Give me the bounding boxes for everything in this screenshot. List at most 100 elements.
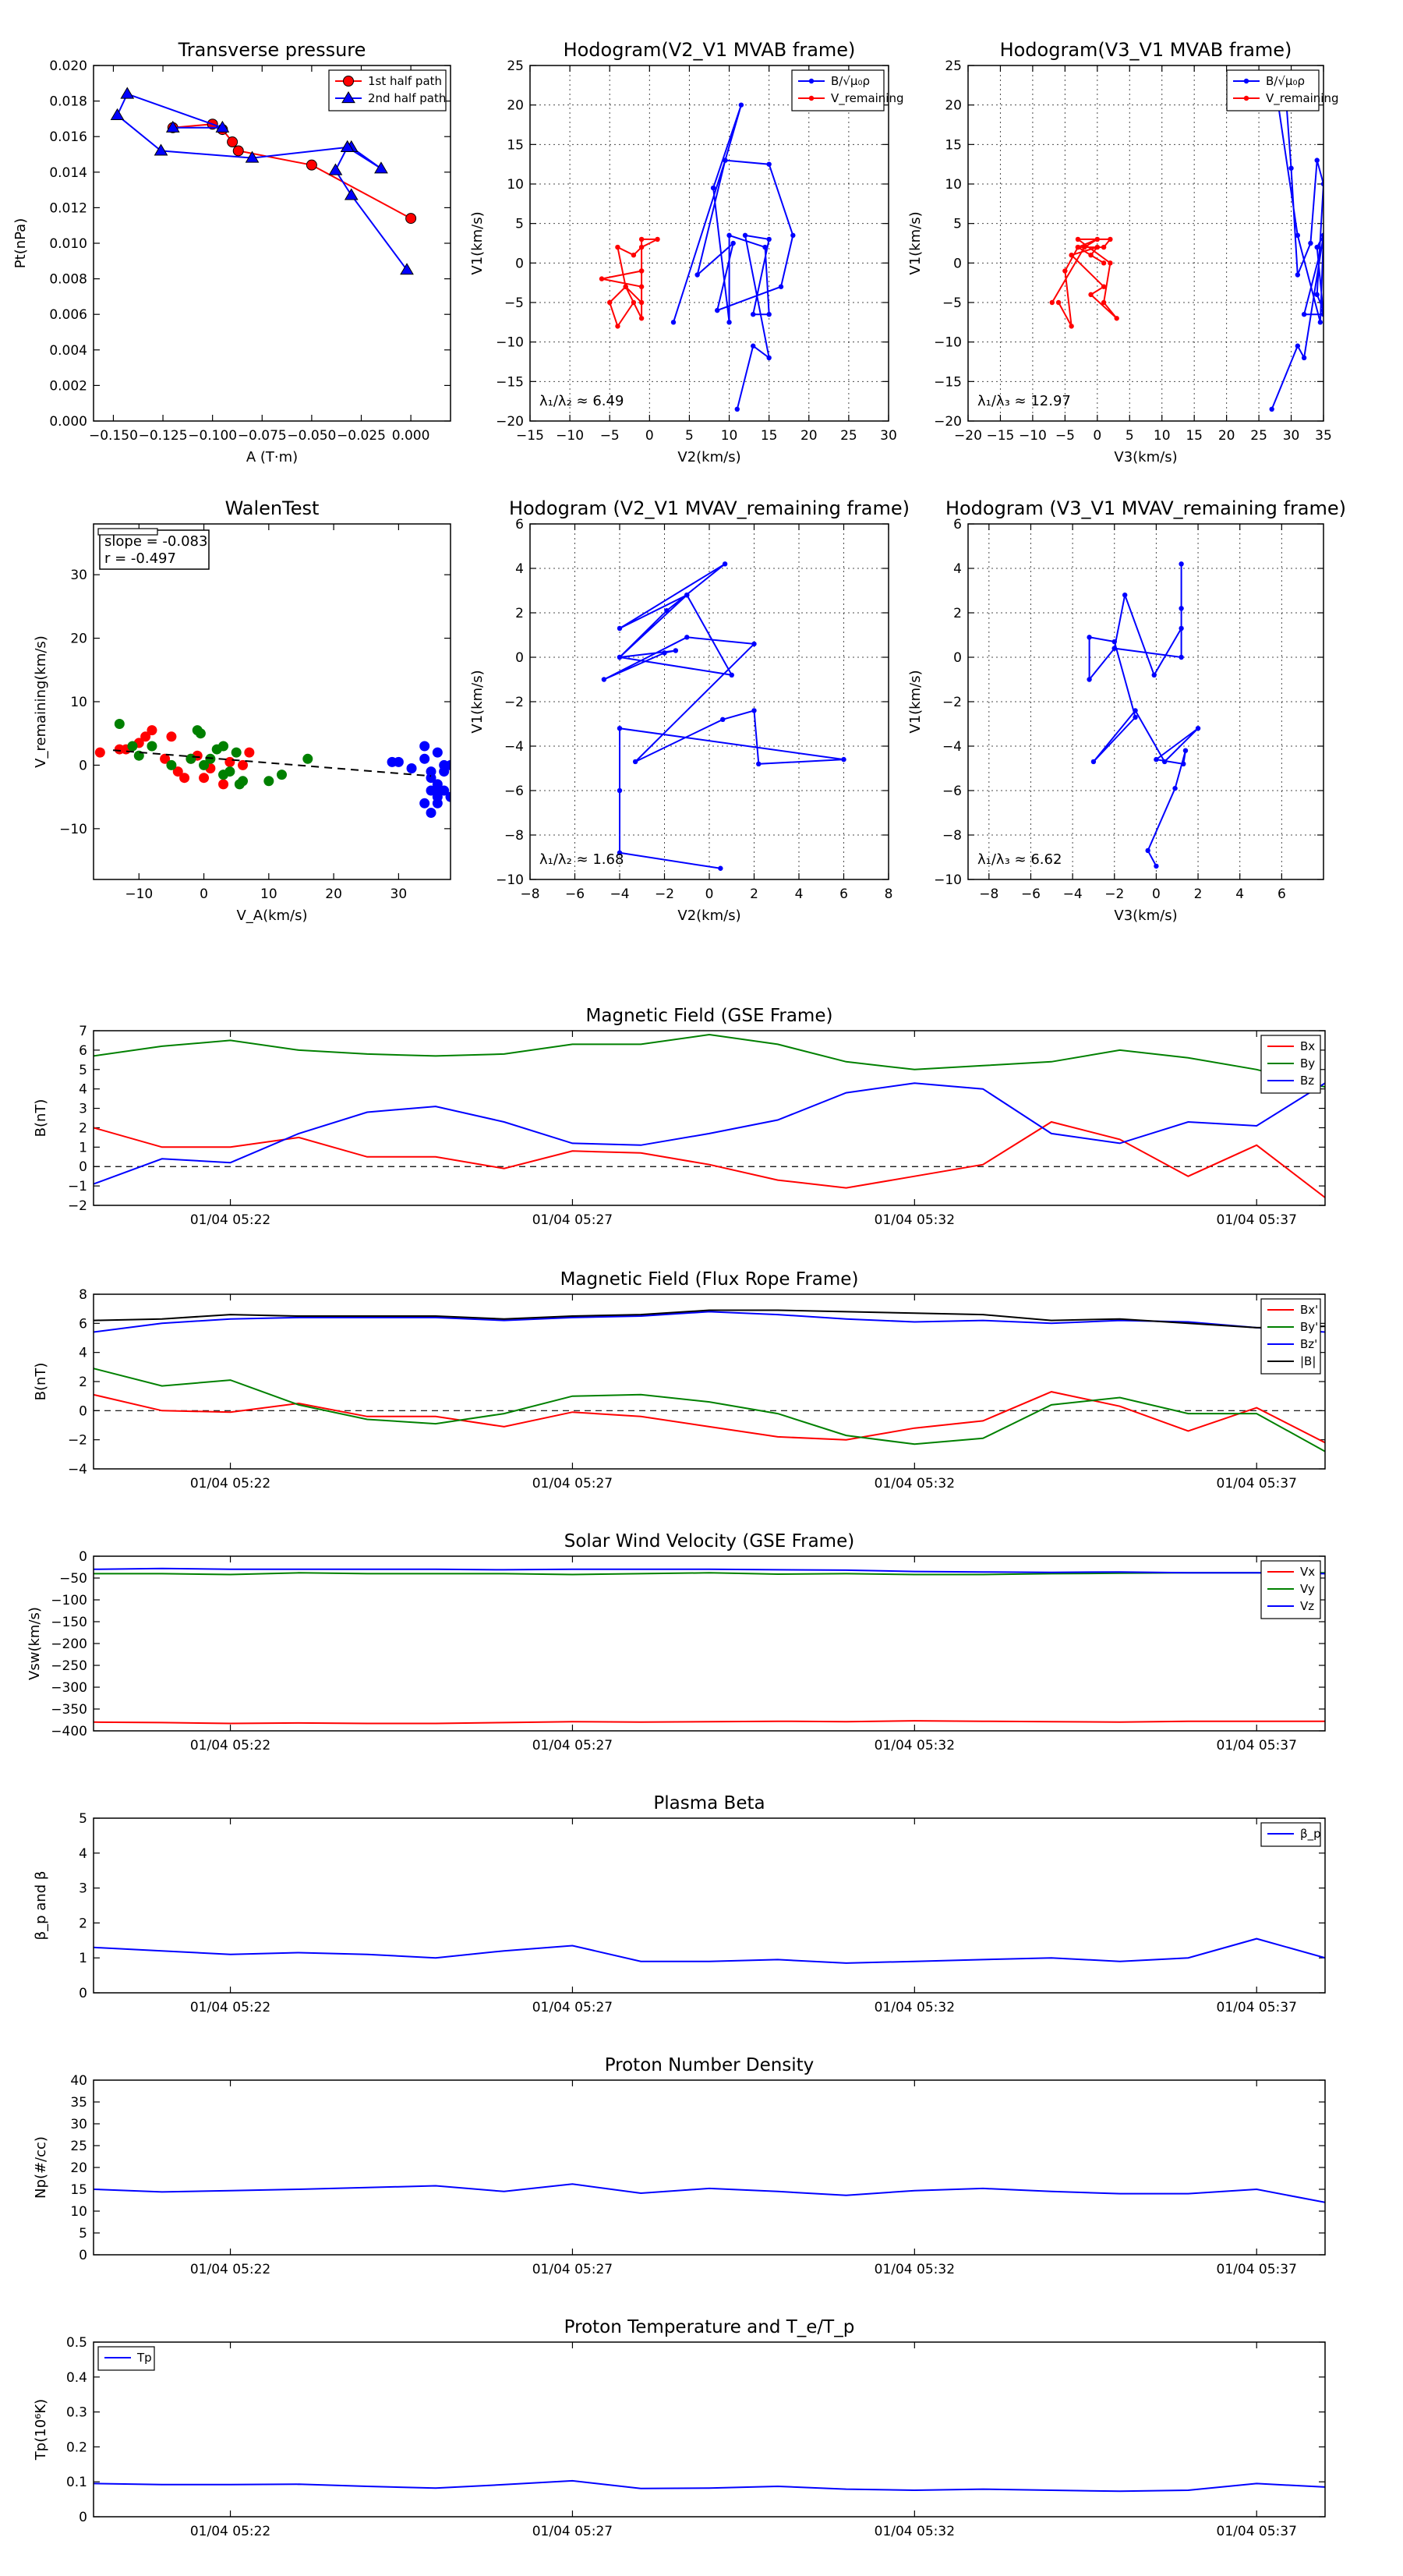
data-point bbox=[1154, 863, 1159, 869]
y-tick-label: −300 bbox=[51, 1680, 87, 1696]
data-point bbox=[306, 159, 317, 171]
x-axis-label: V3(km/s) bbox=[1114, 449, 1177, 465]
data-point bbox=[766, 161, 772, 167]
x-tick-label: 20 bbox=[1218, 428, 1235, 444]
data-point bbox=[1133, 708, 1138, 713]
y-tick-label: −10 bbox=[934, 872, 962, 888]
data-point bbox=[1317, 320, 1323, 325]
chart-vsw: Solar Wind Velocity (GSE Frame) 01/04 05:… bbox=[27, 1531, 1326, 1753]
data-point bbox=[631, 253, 637, 258]
data-point bbox=[1122, 593, 1128, 598]
data-point bbox=[1069, 324, 1074, 329]
y-tick-label: 7 bbox=[79, 1024, 87, 1039]
data-point bbox=[263, 776, 274, 787]
data-point bbox=[432, 747, 443, 758]
y-tick-label: 10 bbox=[507, 177, 524, 193]
x-tick-label: 01/04 05:37 bbox=[1217, 1476, 1297, 1491]
chart-title: Hodogram(V3_V1 MVAB frame) bbox=[1000, 39, 1292, 61]
legend-box bbox=[791, 69, 885, 111]
data-point bbox=[1314, 292, 1320, 298]
y-tick-label: −15 bbox=[496, 374, 524, 390]
y-tick-label: 2 bbox=[515, 606, 524, 621]
data-point bbox=[726, 232, 732, 239]
x-tick-label: −15 bbox=[516, 428, 544, 444]
data-point bbox=[1314, 244, 1320, 250]
y-axis-label: B(nT) bbox=[33, 1363, 49, 1401]
plot-frame bbox=[93, 65, 451, 422]
data-point bbox=[374, 161, 388, 174]
y-tick-label: 40 bbox=[70, 2073, 87, 2089]
legend: Bx' By' Bz' |B| bbox=[1260, 1298, 1321, 1375]
x-tick-label: 10 bbox=[1154, 428, 1171, 444]
x-tick-label: 01/04 05:37 bbox=[1217, 2000, 1297, 2015]
y-tick-label: 0 bbox=[953, 256, 962, 271]
legend: B/√μ₀ρ V_remaining bbox=[1226, 69, 1339, 111]
x-tick-label: 01/04 05:27 bbox=[532, 1212, 613, 1228]
data-point bbox=[1088, 292, 1094, 298]
legend-label: V_remaining bbox=[831, 91, 904, 106]
plot-frame bbox=[967, 523, 1324, 880]
y-tick-label: −10 bbox=[934, 335, 962, 351]
y-tick-label: 8 bbox=[79, 1287, 87, 1303]
data-point bbox=[1108, 260, 1113, 266]
legend-box bbox=[97, 528, 158, 536]
x-tick-label: 10 bbox=[721, 428, 738, 444]
data-point bbox=[1087, 677, 1092, 682]
legend-label: β_p bbox=[1300, 1827, 1321, 1842]
x-tick-label: 6 bbox=[839, 886, 848, 902]
data-point bbox=[1088, 253, 1094, 258]
plot-area bbox=[1087, 561, 1201, 869]
legend-marker bbox=[1243, 78, 1249, 84]
data-point bbox=[664, 607, 670, 614]
y-tick-label: 0 bbox=[79, 758, 87, 773]
data-point bbox=[1295, 272, 1301, 278]
y-tick-label: 25 bbox=[70, 2139, 87, 2154]
y-tick-label: −8 bbox=[504, 828, 524, 844]
data-point bbox=[778, 284, 784, 289]
x-tick-label: 2 bbox=[1194, 886, 1203, 902]
y-tick-label: −10 bbox=[59, 822, 87, 837]
y-tick-label: 35 bbox=[70, 2095, 87, 2111]
y-tick-label: −2 bbox=[942, 695, 962, 710]
plot-area bbox=[94, 1567, 1325, 1725]
data-point bbox=[1151, 672, 1157, 678]
y-tick-label: 0.4 bbox=[66, 2370, 87, 2386]
legend-label: Bx' bbox=[1300, 1303, 1318, 1317]
y-tick-label: 0.1 bbox=[66, 2475, 87, 2490]
data-point bbox=[1195, 726, 1201, 731]
data-point bbox=[1320, 181, 1323, 187]
y-tick-label: 20 bbox=[945, 98, 962, 114]
y-tick-label: −20 bbox=[934, 414, 962, 430]
chart-title: Plasma Beta bbox=[653, 1793, 765, 1813]
y-tick-label: −15 bbox=[934, 374, 962, 390]
series-line-vy bbox=[94, 1572, 1325, 1576]
series-line-vz bbox=[94, 1567, 1325, 1575]
data-point bbox=[1179, 654, 1184, 660]
data-point bbox=[419, 798, 430, 809]
data-point bbox=[400, 263, 414, 275]
data-point bbox=[718, 865, 723, 871]
y-tick-label: 5 bbox=[79, 1811, 87, 1827]
legend bbox=[97, 528, 158, 536]
y-tick-label: 1 bbox=[79, 1140, 87, 1155]
data-point bbox=[1101, 299, 1107, 306]
y-axis-label: V1(km/s) bbox=[469, 211, 486, 274]
data-point bbox=[617, 726, 623, 731]
legend: Bx By Bz bbox=[1260, 1035, 1321, 1094]
chart-title: Magnetic Field (Flux Rope Frame) bbox=[560, 1269, 859, 1290]
legend-label: B/√μ₀ρ bbox=[1266, 74, 1305, 88]
legend-label: 2nd half path bbox=[368, 91, 446, 105]
chart-title: Proton Number Density bbox=[605, 2055, 815, 2075]
y-tick-label: 6 bbox=[79, 1316, 87, 1332]
legend: Tp bbox=[97, 2346, 155, 2371]
data-point bbox=[1069, 253, 1074, 258]
data-point bbox=[199, 773, 210, 784]
x-tick-label: 01/04 05:22 bbox=[190, 1476, 270, 1491]
data-point bbox=[631, 299, 637, 306]
series-line-np bbox=[94, 2183, 1325, 2203]
y-tick-label: −100 bbox=[51, 1593, 87, 1608]
data-point bbox=[762, 244, 768, 250]
y-axis-label: Vsw(km/s) bbox=[27, 1607, 43, 1680]
x-tick-label: 5 bbox=[685, 428, 694, 444]
data-point bbox=[340, 140, 355, 152]
